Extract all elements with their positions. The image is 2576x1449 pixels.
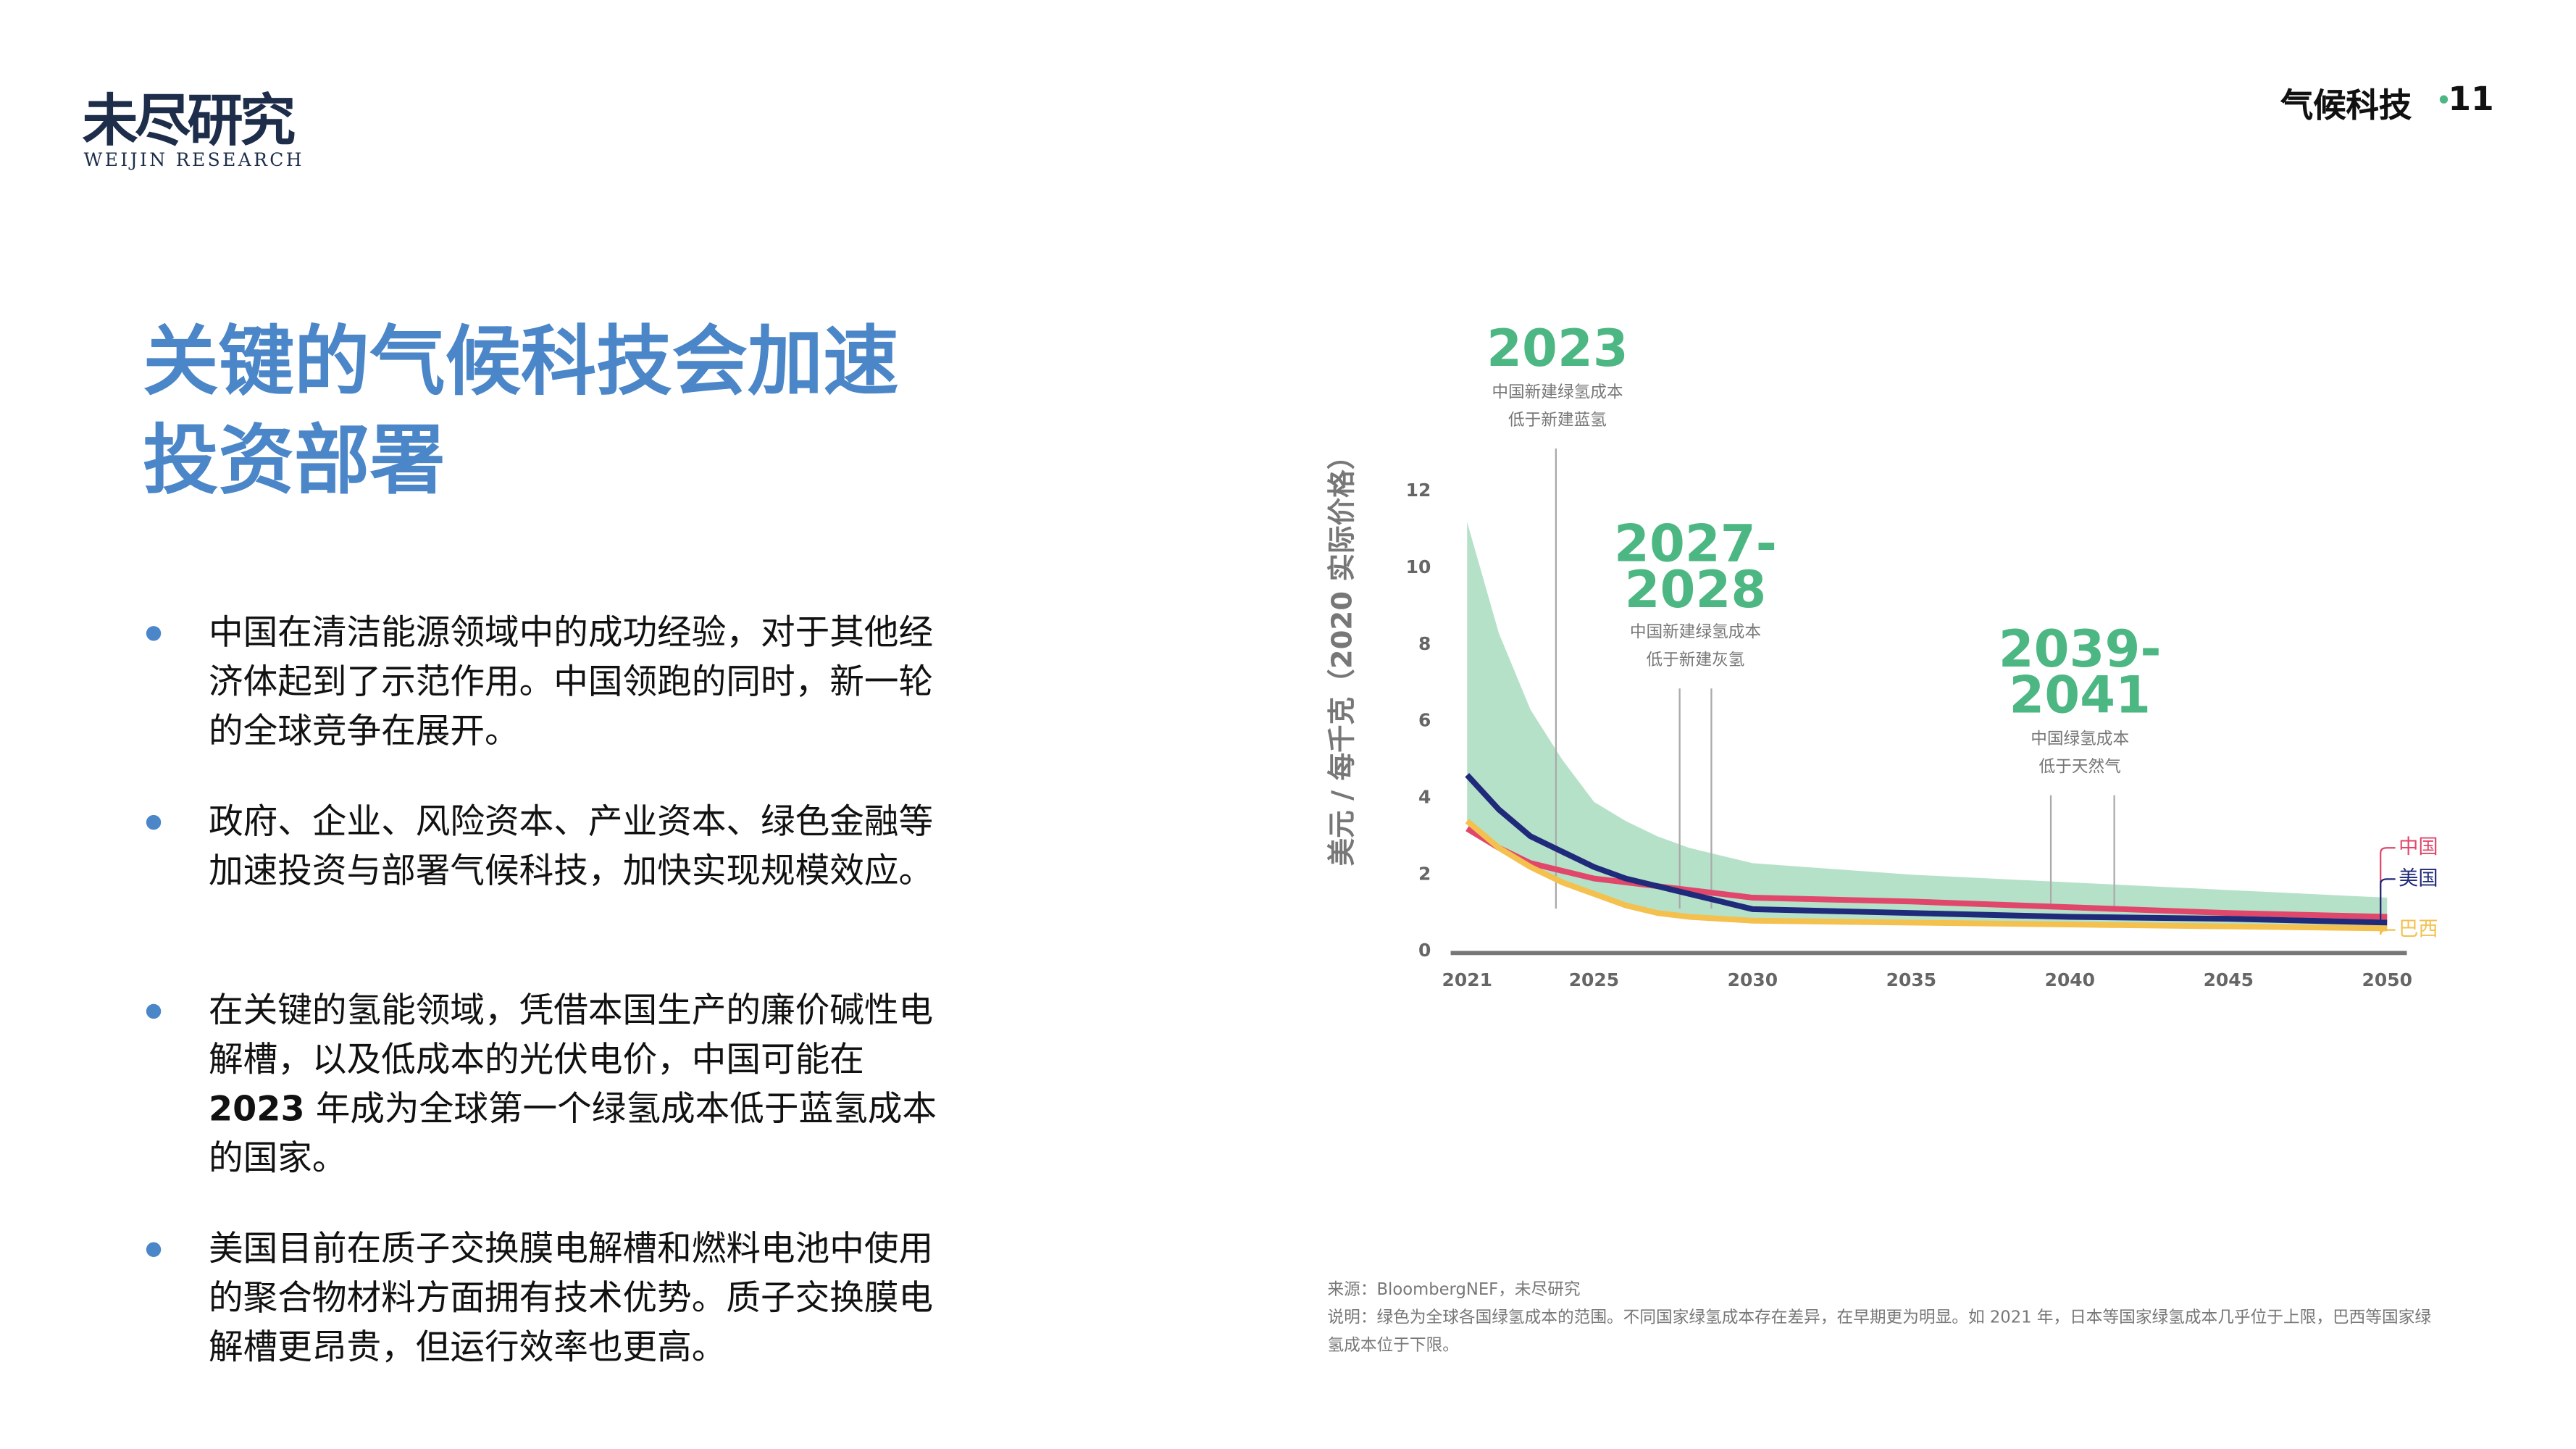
bullet-dot xyxy=(146,814,162,830)
bullet: 中国在清洁能源领域中的成功经验，对于其他经济体起到了示范作用。中国领跑的同时，新… xyxy=(146,608,945,756)
bullet-bold: 2023 xyxy=(209,1089,305,1129)
y-tick-label: 12 xyxy=(1406,480,1431,501)
bullet-dot xyxy=(146,1003,162,1019)
annotation-year: 2041 xyxy=(2009,665,2151,724)
annotation-year: 2028 xyxy=(1625,560,1767,619)
y-tick-label: 8 xyxy=(1418,633,1431,654)
separator-dot xyxy=(2439,95,2449,104)
x-tick-label: 2025 xyxy=(1569,969,1619,990)
bullet-dot xyxy=(146,1242,162,1257)
annotation-year: 2023 xyxy=(1486,319,1628,378)
y-tick-label: 6 xyxy=(1418,710,1431,731)
source: 来源：BloombergNEF，未尽研究 xyxy=(1327,1281,1581,1300)
x-tick-label: 2030 xyxy=(1728,969,1778,990)
annotation-caption: 中国新建绿氢成本 xyxy=(1492,383,1623,402)
legend-label: 美国 xyxy=(2399,867,2438,890)
legend-label: 巴西 xyxy=(2399,918,2438,940)
x-tick-label: 2050 xyxy=(2362,969,2412,990)
x-tick-label: 2035 xyxy=(1886,969,1936,990)
series-line xyxy=(1465,819,2388,932)
legend-label: 中国 xyxy=(2399,836,2438,859)
section: 气候科技 xyxy=(2280,85,2412,125)
y-tick-label: 2 xyxy=(1418,863,1431,884)
bullet-text: 政府、企业、风险资本、产业资本、绿色金融等加速投资与部署气候科技，加快实现规模效… xyxy=(209,801,934,891)
legend-connector xyxy=(2380,878,2396,923)
annotation-caption: 低于新建蓝氢 xyxy=(1508,411,1607,430)
bullet-text: 中国在清洁能源领域中的成功经验，对于其他经济体起到了示范作用。中国领跑的同时，新… xyxy=(209,612,934,751)
annotation-year: 2027- xyxy=(1614,514,1777,574)
annotation-year: 2039- xyxy=(1999,619,2162,679)
cost-range-area xyxy=(1467,522,2388,929)
y-tick-label: 0 xyxy=(1418,940,1431,961)
page-number: 11 xyxy=(2448,78,2494,119)
bullet: 政府、企业、风险资本、产业资本、绿色金融等加速投资与部署气候科技，加快实现规模效… xyxy=(146,797,945,895)
bullet-text: 年成为全球第一个绿氢成本低于蓝氢成本的国家。 xyxy=(209,1089,937,1179)
annotation-caption: 中国绿氢成本 xyxy=(2031,730,2129,748)
y-axis-label: 美元 / 每千克（2020 实际价格） xyxy=(1326,442,1359,867)
bullet-dot xyxy=(146,626,162,641)
y-tick-label: 4 xyxy=(1418,786,1431,807)
legend-connector xyxy=(2380,928,2396,935)
annotation-caption: 低于天然气 xyxy=(2039,758,2121,777)
annotation-caption: 低于新建灰氢 xyxy=(1647,651,1745,669)
bullet-text: 在关键的氢能领域，凭借本国生产的廉价碱性电解槽，以及低成本的光伏电价，中国可能在 xyxy=(209,990,934,1080)
x-tick-label: 2021 xyxy=(1442,969,1492,990)
x-tick-label: 2045 xyxy=(2204,969,2254,990)
logo: 未尽研究 xyxy=(82,88,296,155)
legend-connector xyxy=(2380,847,2396,917)
bullet: 在关键的氢能领域，凭借本国生产的廉价碱性电解槽，以及低成本的光伏电价，中国可能在… xyxy=(146,986,945,1183)
y-tick-label: 10 xyxy=(1406,556,1431,577)
x-tick-label: 2040 xyxy=(2045,969,2095,990)
bullet-text: 美国目前在质子交换膜电解槽和燃料电池中使用的聚合物材料方面拥有技术优势。质子交换… xyxy=(209,1229,934,1367)
series-line xyxy=(1465,773,2388,926)
bullet: 美国目前在质子交换膜电解槽和燃料电池中使用的聚合物材料方面拥有技术优势。质子交换… xyxy=(146,1224,945,1372)
title: 关键的气候科技会加速投资部署 xyxy=(143,317,899,505)
annotation-caption: 中国新建绿氢成本 xyxy=(1630,623,1761,642)
logo-sub: WEIJIN RESEARCH xyxy=(83,149,304,171)
note: 说明：绿色为全球各国绿氢成本的范围。不同国家绿氢成本存在差异，在早期更为明显。如… xyxy=(1327,1309,2432,1356)
